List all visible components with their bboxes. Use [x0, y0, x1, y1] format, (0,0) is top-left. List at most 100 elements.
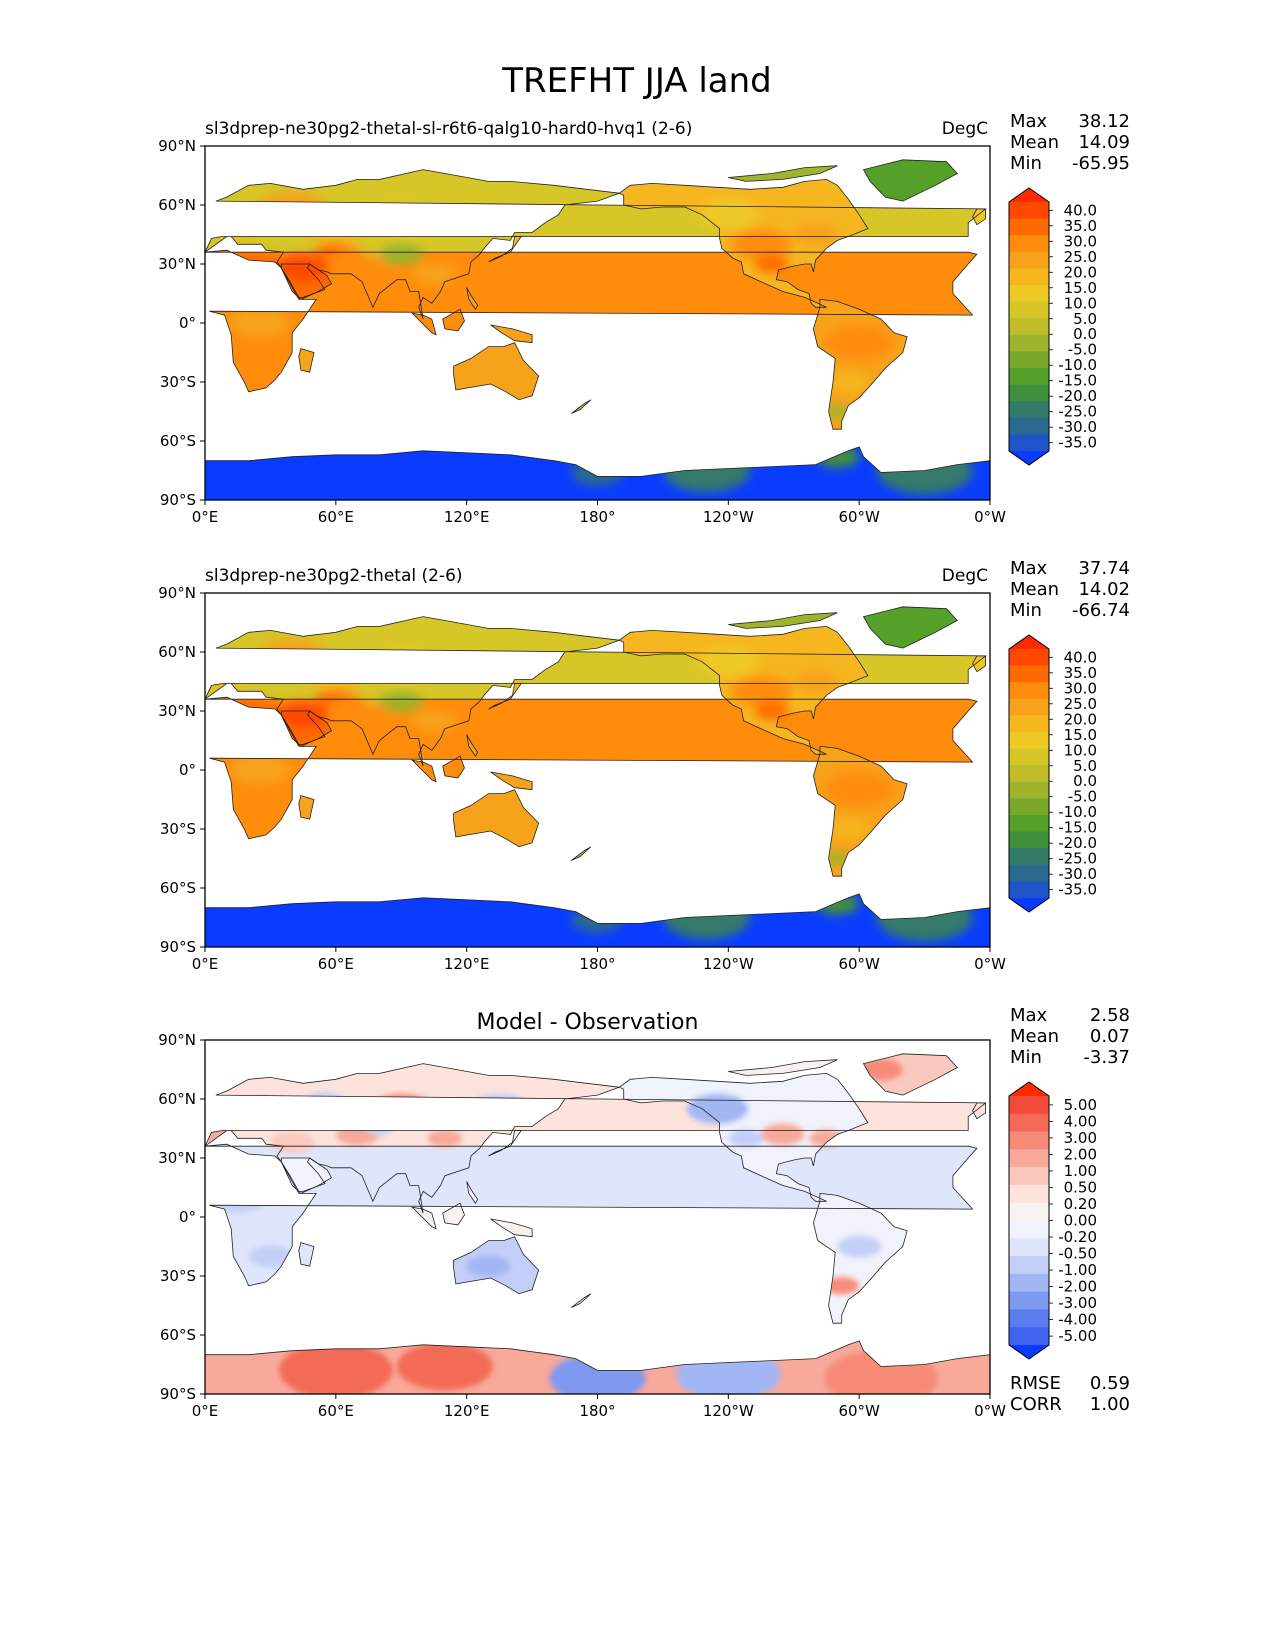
land-borneo [442, 309, 465, 331]
field-blob [826, 371, 871, 393]
colorbar-bin [1009, 1096, 1049, 1115]
x-tick-label: 120°E [444, 1402, 490, 1420]
colorbar-label: 15.0 [1064, 726, 1097, 744]
x-tick-label: 120°E [444, 508, 490, 526]
colorbar-label: -20.0 [1058, 834, 1097, 852]
colorbar-label: -2.00 [1058, 1278, 1097, 1296]
colorbar-bin [1009, 202, 1049, 220]
colorbar-bin [1009, 1131, 1049, 1150]
field-blob [412, 263, 456, 285]
field-blob [676, 1348, 781, 1394]
colorbar-label: -30.0 [1058, 418, 1097, 436]
field-blob [824, 852, 851, 865]
land-australia [453, 342, 539, 400]
field-blob [257, 191, 328, 227]
field-blob [837, 1235, 881, 1258]
colorbar-label: 25.0 [1064, 248, 1097, 266]
x-tick-label: 60°E [318, 508, 354, 526]
stat-label: Mean [1010, 132, 1059, 153]
field-blob [379, 243, 424, 265]
colorbar-label: -5.00 [1058, 1327, 1097, 1345]
field-blob [571, 459, 624, 486]
colorbar-bin [1009, 285, 1049, 303]
colorbar-bin [1009, 864, 1049, 882]
colorbar-label: -0.50 [1058, 1245, 1097, 1263]
colorbar-label: -15.0 [1058, 819, 1097, 837]
field-blob [826, 818, 871, 840]
colorbar-label: 5.0 [1073, 310, 1097, 328]
colorbar-bin [1009, 235, 1049, 253]
y-tick-label: 60°S [160, 879, 196, 897]
colorbar-bin [1009, 1202, 1049, 1222]
x-tick-label: 120°W [703, 955, 754, 973]
stat-label: Min [1010, 600, 1042, 621]
x-tick-label: 120°W [703, 1402, 754, 1420]
field-blob [686, 1093, 748, 1124]
land-borneo [442, 756, 465, 778]
stat-label: RMSE [1010, 1373, 1061, 1394]
colorbar-label: 1.00 [1064, 1162, 1097, 1180]
field-blob [824, 772, 895, 807]
colorbar-label: -35.0 [1058, 881, 1097, 899]
field-blob [761, 1123, 805, 1146]
field-blob [824, 325, 895, 360]
colorbar-label: 25.0 [1064, 695, 1097, 713]
colorbar-label: 3.00 [1064, 1129, 1097, 1147]
field-blob [348, 266, 402, 293]
x-tick-label: 0°E [192, 508, 219, 526]
colorbar-label: -10.0 [1058, 803, 1097, 821]
stat-label: Max [1010, 111, 1048, 132]
y-tick-label: 60°N [158, 196, 196, 214]
field-blob [754, 702, 790, 720]
land-samerica [813, 299, 908, 430]
colorbar-bin [1009, 301, 1049, 319]
colorbar-bin [1009, 665, 1049, 683]
field-blob [257, 638, 328, 674]
land-field [205, 1053, 990, 1394]
y-tick-label: 30°N [158, 702, 196, 720]
field-blob [205, 1125, 234, 1144]
land-antarctica [205, 1340, 990, 1394]
stat-value: 38.12 [1078, 111, 1130, 132]
x-tick-label: 60°W [838, 1402, 880, 1420]
stat-value: 1.00 [1090, 1394, 1130, 1415]
colorbar-bin [1009, 732, 1049, 750]
panel-title: sl3dprep-ne30pg2-thetal-sl-r6t6-qalg10-h… [205, 119, 692, 139]
colorbar-bin [1009, 1273, 1049, 1293]
land-field [205, 606, 990, 947]
land-borneo [442, 1203, 465, 1225]
colorbar-bin [1009, 1184, 1049, 1204]
colorbar-extend-min [1009, 898, 1049, 912]
field-blob [449, 632, 528, 672]
colorbar-label: -25.0 [1058, 403, 1097, 421]
colorbar-bin [1009, 351, 1049, 369]
field-blob [730, 229, 792, 260]
field-blob [276, 254, 330, 281]
colorbar-bin [1009, 417, 1049, 435]
x-tick-label: 0°W [974, 508, 1006, 526]
colorbar-bin [1009, 334, 1049, 352]
colorbar-label: -25.0 [1058, 850, 1097, 868]
field-blob [824, 1350, 938, 1394]
field-blob [793, 670, 838, 693]
land-arctic1 [728, 612, 838, 629]
colorbar-bin [1009, 881, 1049, 899]
land-madagascar [298, 795, 314, 820]
coastlines [203, 606, 991, 948]
colorbar-bin [1009, 748, 1049, 766]
y-tick-label: 30°N [158, 1149, 196, 1167]
coastlines [203, 1053, 991, 1395]
field-blob [466, 1255, 511, 1277]
stat-label: CORR [1010, 1394, 1062, 1415]
colorbar: 40.035.030.025.020.015.010.05.00.0-5.0-1… [1008, 187, 1097, 466]
panel-title: sl3dprep-ne30pg2-thetal (2-6) [205, 566, 463, 586]
field-blob [412, 710, 456, 732]
colorbar-label: 4.00 [1064, 1112, 1097, 1130]
land-newguinea [490, 772, 533, 790]
field-blob [697, 646, 759, 677]
colorbar-bin [1009, 218, 1049, 236]
colorbar-bin [1009, 698, 1049, 716]
land-newguinea [490, 1219, 533, 1237]
x-tick-label: 0°E [192, 955, 219, 973]
